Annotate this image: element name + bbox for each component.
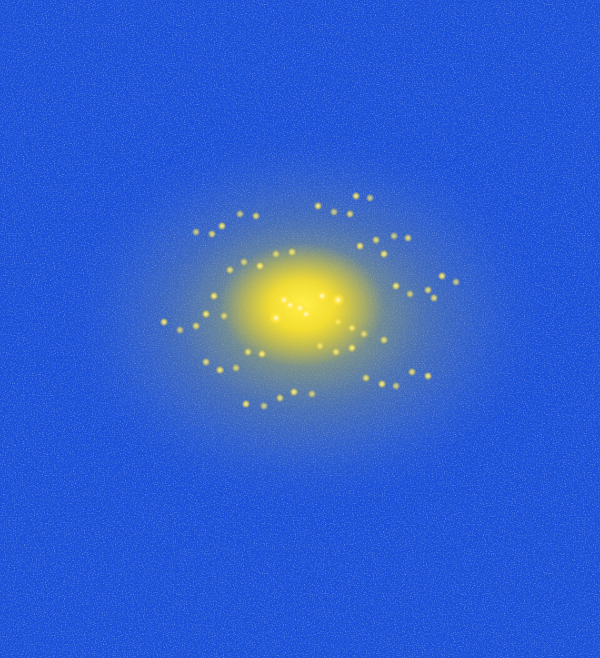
diffraction-spot xyxy=(347,343,357,353)
diffraction-spot xyxy=(219,311,229,321)
diffraction-spot xyxy=(389,231,399,241)
diffraction-spot xyxy=(377,379,387,389)
diffraction-spot xyxy=(191,227,201,237)
diffraction-spot xyxy=(225,265,235,275)
diffraction-spot xyxy=(287,247,297,257)
diffraction-spot xyxy=(405,289,415,299)
diffraction-spot xyxy=(329,207,339,217)
diffraction-spot xyxy=(201,309,211,319)
diffraction-spot xyxy=(331,347,341,357)
diffraction-spot xyxy=(437,271,447,281)
diffraction-spot xyxy=(289,387,299,397)
diffraction-spot xyxy=(239,257,249,267)
diffraction-spot xyxy=(269,311,283,325)
diffraction-spot xyxy=(307,389,317,399)
diffraction-spot xyxy=(351,191,361,201)
diffraction-spot xyxy=(451,277,461,287)
diffraction-spot xyxy=(403,233,413,243)
diffraction-spot xyxy=(255,261,265,271)
diffraction-spot xyxy=(207,229,217,239)
diffraction-spot xyxy=(429,293,439,303)
diffraction-spot xyxy=(159,317,169,327)
diffraction-spots xyxy=(159,191,461,411)
diffraction-spot xyxy=(379,249,389,259)
diffraction-spot xyxy=(379,335,389,345)
diffraction-spot xyxy=(315,341,325,351)
diffraction-spot xyxy=(391,381,401,391)
diffraction-spot xyxy=(355,241,365,251)
diffraction-spot xyxy=(277,293,291,307)
diffraction-spot xyxy=(315,289,329,303)
diffraction-spot xyxy=(423,285,433,295)
diffraction-spot xyxy=(257,349,267,359)
diffraction-spot xyxy=(313,201,323,211)
diffraction-spot xyxy=(271,249,281,259)
diffraction-spot xyxy=(293,301,307,315)
diffraction-spot xyxy=(365,193,375,203)
diffraction-spot xyxy=(243,347,253,357)
diffraction-spot xyxy=(359,329,369,339)
diffraction-spot xyxy=(361,373,371,383)
diffraction-spot xyxy=(259,401,269,411)
diffraction-spot xyxy=(235,209,245,219)
diffraction-spot xyxy=(333,317,343,327)
diffraction-spot xyxy=(331,293,345,307)
diffraction-spot xyxy=(209,291,219,301)
diffraction-spot xyxy=(391,281,401,291)
diffraction-spot xyxy=(407,367,417,377)
diffraction-spot xyxy=(347,323,357,333)
diffraction-spot xyxy=(371,235,381,245)
diffraction-spot xyxy=(191,321,201,331)
diffraction-spot xyxy=(241,399,251,409)
diffraction-spot xyxy=(251,211,261,221)
diffraction-spot xyxy=(215,365,225,375)
diffraction-spot xyxy=(201,357,211,367)
diffraction-spot xyxy=(231,363,241,373)
diffraction-spot xyxy=(345,209,355,219)
diffraction-spot xyxy=(423,371,433,381)
diffraction-spot xyxy=(175,325,185,335)
diffraction-spot xyxy=(217,221,227,231)
diffraction-spot xyxy=(275,393,285,403)
